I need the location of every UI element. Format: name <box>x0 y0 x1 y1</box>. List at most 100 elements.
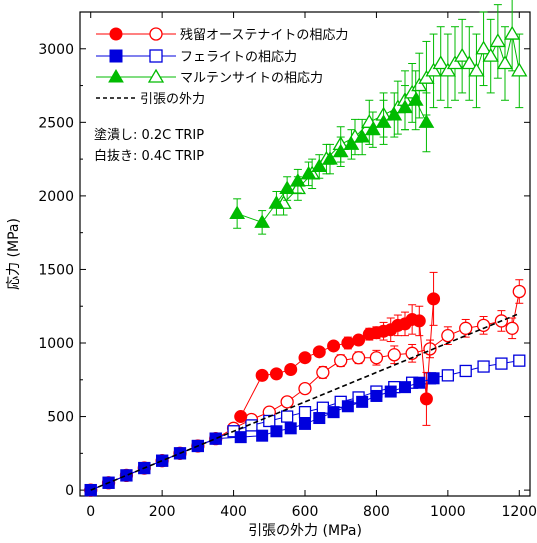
y-axis-ticks <box>80 48 530 491</box>
ferrite-filled-point <box>327 406 340 419</box>
x-axis-ticks <box>90 12 520 496</box>
ferrite-open-point <box>459 364 472 378</box>
ferrite-open-point <box>495 357 508 370</box>
austenite-open-point <box>441 328 455 343</box>
ferrite-filled-point <box>209 432 222 445</box>
ferrite-filled-point <box>356 395 369 408</box>
martensite-open-point <box>446 55 464 70</box>
ferrite-filled-point <box>427 372 440 385</box>
ferrite-filled-point <box>341 400 354 413</box>
x-tick-label: 800 <box>363 504 390 520</box>
series-martensite-filled <box>229 70 435 235</box>
y-tick-label: 0 <box>65 483 74 499</box>
legend-label-austenite: 残留オーステナイトの相応力 <box>180 28 348 43</box>
x-tick-label: 1200 <box>501 504 537 520</box>
legend-marker-ferrite-filled <box>109 49 123 63</box>
legend-item-ferrite: フェライトの相応力 <box>96 49 297 65</box>
ferrite-filled-point <box>384 385 397 398</box>
series-layer <box>84 0 528 497</box>
martensite-open-point <box>496 55 514 70</box>
austenite-filled-point <box>298 351 312 365</box>
martensite-open-point <box>468 62 485 77</box>
martensite-filled-point <box>397 99 413 114</box>
ferrite-filled-point <box>399 381 411 394</box>
note-filled: 塗潰し: 0.2C TRIP <box>94 127 204 143</box>
legend-marker-austenite-filled <box>109 27 123 41</box>
ferrite-filled-point <box>256 429 269 442</box>
x-tick-label: 200 <box>149 504 176 520</box>
ferrite-filled-point <box>120 469 133 482</box>
series-ferrite-filled <box>84 372 440 497</box>
y-tick-label: 2000 <box>38 189 74 205</box>
austenite-filled-point <box>234 410 248 424</box>
ferrite-filled-point <box>234 431 247 444</box>
ferrite-open-point <box>441 369 455 382</box>
ferrite-open-point <box>280 410 294 423</box>
austenite-filled-point <box>255 368 269 382</box>
austenite-open-point <box>405 346 419 360</box>
x-tick-label: 400 <box>220 504 247 520</box>
x-axis-title: 引張の外力 (MPa) <box>248 523 362 539</box>
martensite-filled-point <box>332 143 349 158</box>
martensite-open-point <box>511 62 528 77</box>
austenite-open-point <box>505 321 519 335</box>
martensite-filled-point <box>268 195 285 209</box>
austenite-open-point <box>351 351 366 365</box>
ferrite-filled-point <box>370 389 383 402</box>
ferrite-open-point <box>263 414 276 428</box>
martensite-open-point <box>489 33 506 48</box>
ferrite-filled-point <box>413 376 426 389</box>
austenite-open-point <box>459 321 473 335</box>
martensite-open-point <box>432 55 449 70</box>
martensite-open-point <box>418 69 435 84</box>
austenite-open-point <box>476 318 491 332</box>
martensite-open-point <box>425 62 442 77</box>
martensite-filled-point <box>289 173 306 187</box>
martensite-open-point <box>439 62 456 77</box>
martensite-open-point <box>454 47 471 62</box>
ferrite-open-point <box>513 354 526 367</box>
series-austenite-filled <box>234 271 441 426</box>
ferrite-open-point <box>316 401 330 414</box>
austenite-filled-point <box>327 339 341 353</box>
martensite-filled-point <box>322 151 338 165</box>
austenite-filled-point <box>427 292 441 306</box>
ferrite-filled-point <box>270 425 283 438</box>
martensite-filled-point <box>364 121 381 136</box>
austenite-filled-point <box>269 367 283 381</box>
ferrite-filled-point <box>284 422 297 435</box>
austenite-open-point <box>387 348 401 362</box>
x-tick-label: 600 <box>292 504 319 520</box>
austenite-filled-point <box>352 333 366 347</box>
y-tick-labels: 0 500 1000 1500 2000 2500 3000 <box>38 42 74 499</box>
martensite-filled-point <box>279 180 296 195</box>
legend-label-martensite: マルテンサイトの相応力 <box>180 71 323 86</box>
austenite-open-point <box>334 354 348 368</box>
legend-label-ferrite: フェライトの相応力 <box>180 50 297 65</box>
austenite-filled-point <box>419 392 433 406</box>
ferrite-open-point <box>298 405 312 419</box>
martensite-filled-point <box>354 129 371 143</box>
ferrite-open-point <box>477 360 490 373</box>
austenite-open-point <box>316 365 330 380</box>
legend-item-martensite: マルテンサイトの相応力 <box>96 68 323 86</box>
note-open: 白抜き: 0.4C TRIP <box>94 148 204 164</box>
series-austenite-open <box>84 279 526 497</box>
ferrite-filled-point <box>313 412 326 425</box>
martensite-open-point <box>475 40 492 55</box>
x-tick-label: 0 <box>86 504 95 520</box>
austenite-open-point <box>512 284 526 299</box>
legend-marker-martensite-filled <box>108 69 124 83</box>
martensite-filled-point <box>386 106 403 121</box>
y-axis-title: 応力 (MPa) <box>6 218 22 290</box>
martensite-filled-point <box>343 136 360 150</box>
martensite-filled-point <box>375 114 392 128</box>
legend-marker-martensite-open <box>147 68 165 83</box>
y-tick-label: 1500 <box>38 262 74 278</box>
legend-marker-ferrite-open <box>149 49 163 63</box>
austenite-open-point <box>280 395 294 409</box>
martensite-filled-point <box>300 165 317 180</box>
y-tick-label: 3000 <box>38 42 74 58</box>
martensite-filled-point <box>418 114 435 128</box>
